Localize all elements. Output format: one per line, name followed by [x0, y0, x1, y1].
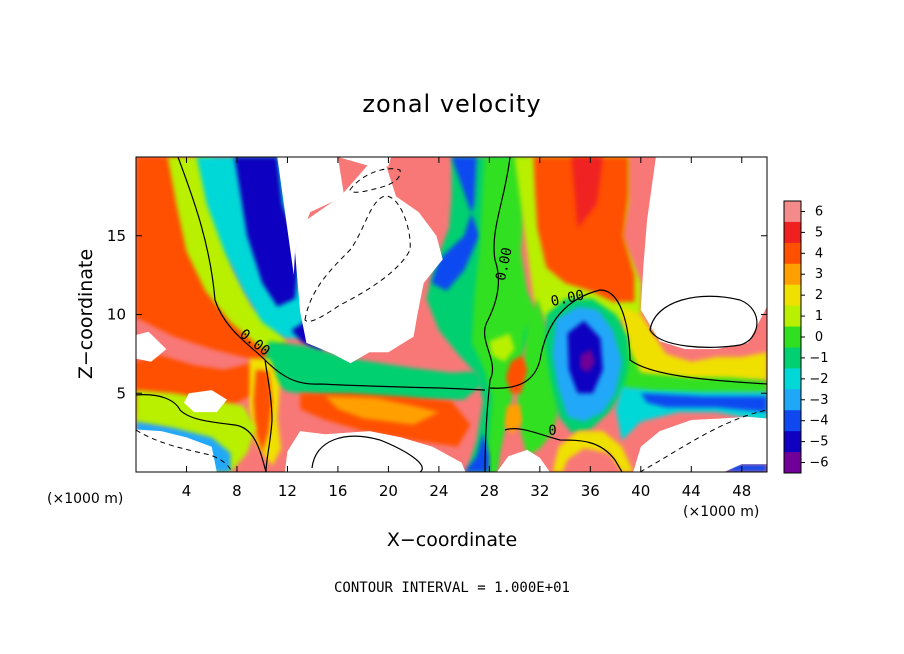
negative-contour-lines	[136, 168, 767, 472]
x-tick-label-24: 24	[429, 482, 448, 500]
y-tick-label-5: 5	[116, 384, 126, 402]
undefined-regions	[136, 157, 767, 472]
dashed-contour-bottom-left	[136, 429, 233, 472]
masked-region-2	[337, 157, 391, 167]
velocity-region-5	[262, 341, 484, 400]
velocity-region-28	[580, 349, 596, 373]
colorbar-swatch-10	[784, 410, 801, 432]
colorbar-swatch-0	[784, 201, 801, 223]
y-tick-label-15: 15	[107, 227, 126, 245]
y-tick-label-10: 10	[107, 306, 126, 324]
x-axis: 4 8 12 16 20 24 28 32 36 40 44 48	[182, 157, 751, 500]
colorbar-label-6: 0	[815, 330, 823, 345]
contour-label-3: 0	[548, 423, 556, 439]
masked-region-4	[136, 331, 167, 362]
x-unit-right: (×1000 m)	[683, 504, 759, 520]
x-tick-label-40: 40	[631, 482, 650, 500]
velocity-region-15	[471, 157, 538, 472]
masked-region-3	[640, 157, 767, 350]
colorbar-swatch-4	[784, 284, 801, 307]
velocity-region-17	[533, 157, 635, 302]
velocity-region-21	[504, 404, 523, 435]
masked-region-1	[295, 163, 443, 364]
y-axis: 5 10 15	[107, 227, 767, 402]
x-tick-label-36: 36	[581, 482, 600, 500]
x-tick-label-4: 4	[182, 482, 192, 500]
colorbar-swatch-8	[784, 368, 801, 390]
contour-interval-note: CONTOUR INTERVAL = 1.000E+01	[334, 580, 570, 596]
plot-area: 0.000.000.000	[135, 156, 768, 473]
contour-island-bottom	[311, 435, 423, 472]
contour-label-2: 0.00	[549, 287, 585, 310]
colorbar-swatch-3	[784, 263, 801, 286]
colorbar-swatch-12	[784, 452, 801, 474]
heatmap-field	[136, 157, 767, 472]
contour-lines	[136, 157, 767, 472]
contour-zero-center	[483, 157, 511, 472]
velocity-region-3	[234, 157, 301, 307]
masked-region-5	[184, 390, 227, 413]
colorbar-label-9: −3	[809, 393, 828, 408]
x-axis-label: X−coordinate	[387, 529, 517, 551]
x-tick-label-12: 12	[278, 482, 297, 500]
x-tick-label-20: 20	[379, 482, 398, 500]
x-tick-label-8: 8	[232, 482, 242, 500]
colorbar-swatch-9	[784, 389, 801, 411]
velocity-region-23	[621, 306, 767, 384]
colorbar-swatch-5	[784, 305, 801, 328]
chart-title: zonal velocity	[362, 90, 541, 118]
velocity-region-22	[489, 333, 515, 362]
colorbar-label-8: −2	[809, 372, 828, 387]
dashed-contour-upper	[304, 195, 411, 322]
dashed-contour-right	[639, 409, 767, 472]
masked-region-9	[633, 416, 767, 472]
velocity-region-30	[640, 393, 767, 413]
y-axis-label: Z−coordinate	[75, 249, 97, 379]
dashed-contour-top	[349, 168, 401, 193]
velocity-region-31	[464, 432, 490, 472]
velocity-region-18	[571, 157, 603, 228]
colorbar-label-7: −1	[809, 351, 828, 366]
contour-island-right	[649, 295, 758, 348]
colorbar-label-11: −5	[809, 435, 828, 450]
contour-zero-right	[489, 289, 767, 389]
velocity-region-24	[615, 314, 767, 395]
x-unit-left: (×1000 m)	[47, 491, 123, 507]
masked-region-0	[277, 157, 345, 276]
velocity-region-32	[552, 431, 634, 472]
colorbar-label-12: −6	[809, 456, 828, 471]
x-tick-label-28: 28	[480, 482, 499, 500]
contour-zero-bottom	[504, 428, 623, 472]
masked-region-8	[496, 449, 550, 472]
x-tick-label-44: 44	[682, 482, 701, 500]
contour-zero-coast	[136, 394, 267, 472]
contour-zero-left	[177, 157, 486, 391]
colorbar-swatch-7	[784, 347, 801, 369]
contour-zero-left-lower	[264, 359, 273, 472]
colorbar-label-2: 4	[815, 246, 823, 261]
colorbar-swatch-2	[784, 242, 801, 265]
colorbar-label-0: 6	[815, 204, 823, 219]
colorbar-label-10: −4	[809, 414, 828, 429]
colorbar-swatch-1	[784, 221, 801, 244]
velocity-region-8	[253, 369, 273, 454]
x-tick-label-16: 16	[328, 482, 347, 500]
colorbar-label-4: 2	[815, 288, 823, 303]
colorbar-label-1: 5	[815, 225, 823, 240]
velocity-region-14	[431, 157, 480, 291]
x-tick-label-48: 48	[732, 482, 751, 500]
contour-label-1: 0.00	[493, 246, 516, 282]
colorbar-swatch-11	[784, 431, 801, 453]
velocity-region-12	[325, 396, 439, 425]
colorbar-swatch-6	[784, 326, 801, 348]
colorbar-label-5: 1	[815, 309, 823, 324]
velocity-region-0	[136, 157, 301, 370]
colorbar-label-3: 3	[815, 267, 823, 282]
x-tick-label-32: 32	[530, 482, 549, 500]
colorbar: 6 5 4 3 2 1 0 −1 −2 −3 −4 −5 −6	[783, 200, 829, 474]
